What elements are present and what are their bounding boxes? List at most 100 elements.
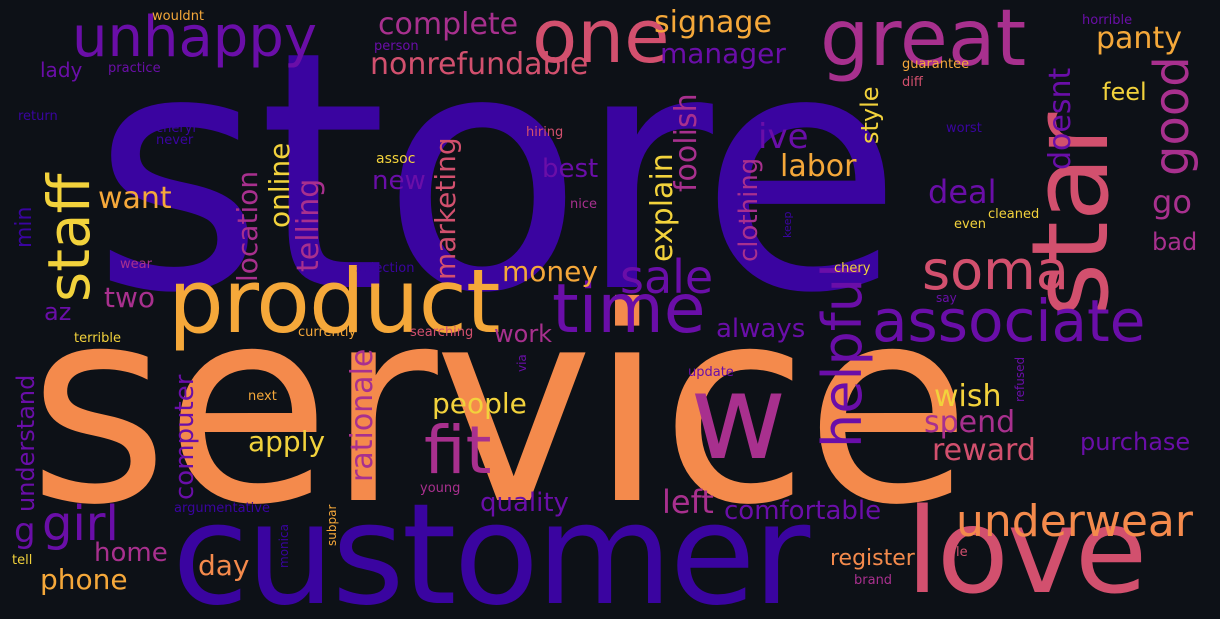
- word-location: location: [231, 170, 264, 282]
- word-staff: staff: [35, 173, 103, 302]
- word-signage: signage: [654, 5, 772, 40]
- word-comfortable: comfortable: [724, 496, 882, 526]
- word-diff: diff: [902, 75, 923, 90]
- word-foolish: foolish: [669, 93, 704, 192]
- word-return: return: [18, 109, 58, 124]
- word-service: service: [28, 249, 971, 564]
- word-people: people: [432, 387, 527, 420]
- word-customer: customer: [172, 474, 810, 619]
- word-telling: telling: [291, 178, 326, 272]
- word-online: online: [263, 142, 296, 228]
- word-panty: panty: [1096, 21, 1182, 56]
- word-great: great: [820, 0, 1027, 84]
- word-doesnt: doesnt: [1043, 67, 1078, 170]
- word-good: good: [1144, 56, 1200, 176]
- word-young: young: [420, 481, 461, 496]
- word-next: next: [248, 389, 277, 404]
- word-understand: understand: [12, 374, 40, 512]
- word-selection: selection: [356, 261, 415, 276]
- word-marketing: marketing: [429, 137, 462, 280]
- word-purchase: purchase: [1080, 428, 1191, 456]
- word-underwear: underwear: [956, 496, 1193, 547]
- word-apply: apply: [248, 425, 326, 458]
- word-want: want: [98, 181, 172, 216]
- word-quality: quality: [480, 488, 569, 518]
- word-g: g: [14, 511, 36, 551]
- word-left: left: [662, 483, 714, 521]
- word-cleaned: cleaned: [988, 207, 1040, 222]
- word-searching: searching: [410, 325, 474, 340]
- word-bad: bad: [1152, 228, 1198, 256]
- word-manager: manager: [660, 37, 786, 70]
- word-girl: girl: [42, 496, 119, 552]
- word-feel: feel: [1102, 78, 1147, 106]
- word-even: even: [954, 217, 986, 232]
- word-update: update: [688, 365, 734, 380]
- word-fit: fit: [424, 412, 492, 489]
- word-love: love: [906, 482, 1147, 619]
- word-brand: brand: [854, 573, 893, 588]
- word-sale: sale: [620, 250, 714, 304]
- word-reward: reward: [932, 433, 1036, 468]
- word-lady: lady: [40, 58, 83, 82]
- word-deal: deal: [928, 173, 997, 211]
- word-one: one: [532, 0, 670, 80]
- word-register: register: [830, 546, 915, 571]
- word-le: le: [956, 545, 968, 560]
- word-guarantee: guarantee: [902, 57, 970, 72]
- word-computer: computer: [170, 374, 200, 500]
- word-labor: labor: [780, 149, 857, 184]
- word-time: time: [552, 270, 706, 349]
- word-min: min: [12, 206, 37, 249]
- word-new: new: [372, 166, 426, 196]
- word-soma: soma: [922, 239, 1069, 302]
- word-say: say: [936, 291, 957, 305]
- word-go: go: [1152, 183, 1192, 221]
- word-spend: spend: [924, 405, 1016, 440]
- word-refused: refused: [1013, 356, 1027, 402]
- word-cheryl: cheryl: [156, 121, 197, 136]
- word-work: work: [494, 320, 553, 348]
- word-two: two: [104, 281, 156, 314]
- word-wear: wear: [120, 257, 152, 272]
- word-wouldnt: wouldnt: [152, 9, 205, 24]
- word-home: home: [94, 538, 168, 568]
- word-w: w: [690, 348, 787, 486]
- word-day: day: [198, 549, 250, 582]
- word-phone: phone: [40, 563, 128, 596]
- word-chery: chery: [834, 261, 871, 276]
- word-nice: nice: [570, 197, 597, 212]
- word-person: person: [374, 39, 419, 54]
- word-worst: worst: [946, 121, 982, 136]
- word-money: money: [502, 255, 598, 288]
- word-horrible: horrible: [1082, 13, 1133, 28]
- word-ive: ive: [758, 117, 809, 157]
- word-via: via: [515, 354, 529, 372]
- word-never: never: [156, 133, 194, 148]
- word-style: style: [856, 86, 884, 144]
- word-complete: complete: [378, 7, 519, 42]
- word-best: best: [542, 154, 599, 184]
- word-assoc: assoc: [376, 151, 416, 167]
- word-argumentative: argumentative: [174, 501, 270, 516]
- word-subpar: subpar: [325, 504, 339, 546]
- word-az: az: [44, 298, 72, 326]
- word-monica: monica: [277, 524, 291, 568]
- word-currently: currently: [298, 325, 357, 340]
- word-wish: wish: [934, 379, 1002, 414]
- word-keep: keep: [781, 211, 794, 239]
- word-tell: tell: [12, 553, 33, 568]
- word-helpful: helpful: [811, 263, 874, 448]
- word-nonrefundable: nonrefundable: [370, 47, 589, 82]
- word-terrible: terrible: [74, 331, 122, 346]
- word-product: product: [168, 250, 500, 353]
- word-hiring: hiring: [526, 125, 564, 140]
- word-clothing: clothing: [734, 157, 764, 262]
- word-store: store: [92, 0, 903, 365]
- word-associate: associate: [872, 287, 1146, 355]
- word-practice: practice: [108, 61, 161, 76]
- word-unhappy: unhappy: [72, 5, 318, 70]
- word-always: always: [716, 314, 806, 344]
- word-rationale: rationale: [345, 348, 380, 482]
